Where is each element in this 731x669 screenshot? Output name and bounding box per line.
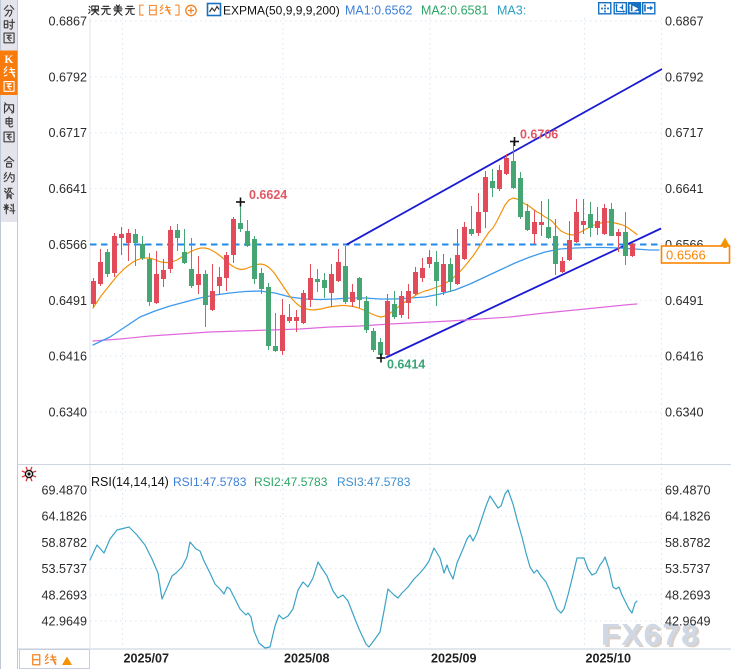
svg-text:58.8782: 58.8782: [665, 536, 711, 550]
svg-text:MA3:: MA3:: [497, 4, 526, 18]
svg-text:2025/08: 2025/08: [284, 652, 330, 666]
svg-text:2025/10: 2025/10: [586, 652, 632, 666]
svg-text:0.6867: 0.6867: [48, 15, 87, 29]
svg-text:0.6340: 0.6340: [665, 406, 704, 420]
svg-text:0.6491: 0.6491: [48, 294, 87, 308]
svg-text:0.6641: 0.6641: [665, 182, 704, 196]
svg-text:58.8782: 58.8782: [41, 536, 87, 550]
svg-text:0.6624: 0.6624: [249, 188, 287, 202]
svg-text:0.6566: 0.6566: [666, 248, 706, 263]
svg-text:MA1:0.6562: MA1:0.6562: [345, 4, 412, 18]
svg-text:MA2:0.6581: MA2:0.6581: [421, 4, 488, 18]
svg-text:2025/09: 2025/09: [431, 652, 477, 666]
svg-text:0.6491: 0.6491: [665, 294, 704, 308]
svg-text:0.6340: 0.6340: [48, 406, 87, 420]
svg-text:0.6641: 0.6641: [48, 182, 87, 196]
svg-text:K: K: [4, 54, 13, 66]
svg-text:EXPMA(50,9,9,9,200): EXPMA(50,9,9,9,200): [223, 4, 340, 18]
svg-text:48.2693: 48.2693: [41, 588, 87, 602]
svg-text:0.6416: 0.6416: [665, 350, 704, 364]
svg-text:RSI(14,14,14): RSI(14,14,14): [91, 475, 169, 489]
svg-text:69.4870: 69.4870: [41, 484, 87, 498]
svg-text:48.2693: 48.2693: [665, 588, 711, 602]
svg-text:42.9649: 42.9649: [665, 615, 711, 629]
svg-text:0.6706: 0.6706: [520, 128, 558, 142]
svg-text:RSI3:47.5783: RSI3:47.5783: [337, 475, 411, 489]
svg-text:0.6566: 0.6566: [48, 238, 87, 252]
svg-text:FX678: FX678: [601, 617, 700, 652]
svg-text:0.6867: 0.6867: [665, 15, 704, 29]
svg-text:2025/07: 2025/07: [124, 652, 170, 666]
svg-text:42.9649: 42.9649: [41, 615, 87, 629]
svg-text:0.6792: 0.6792: [48, 70, 87, 84]
svg-text:RSI2:47.5783: RSI2:47.5783: [254, 475, 328, 489]
svg-text:64.1826: 64.1826: [665, 510, 711, 524]
svg-text:0.6717: 0.6717: [48, 126, 87, 140]
svg-text:0.6416: 0.6416: [48, 350, 87, 364]
svg-text:0.6792: 0.6792: [665, 70, 704, 84]
svg-text:53.5737: 53.5737: [41, 562, 87, 576]
svg-text:FX678: FX678: [603, 619, 702, 654]
svg-text:0.6414: 0.6414: [387, 358, 425, 372]
svg-text:64.1826: 64.1826: [41, 510, 87, 524]
svg-text:53.5737: 53.5737: [665, 562, 711, 576]
svg-text:69.4870: 69.4870: [665, 484, 711, 498]
svg-text:RSI1:47.5783: RSI1:47.5783: [173, 475, 247, 489]
svg-text:0.6717: 0.6717: [665, 126, 704, 140]
